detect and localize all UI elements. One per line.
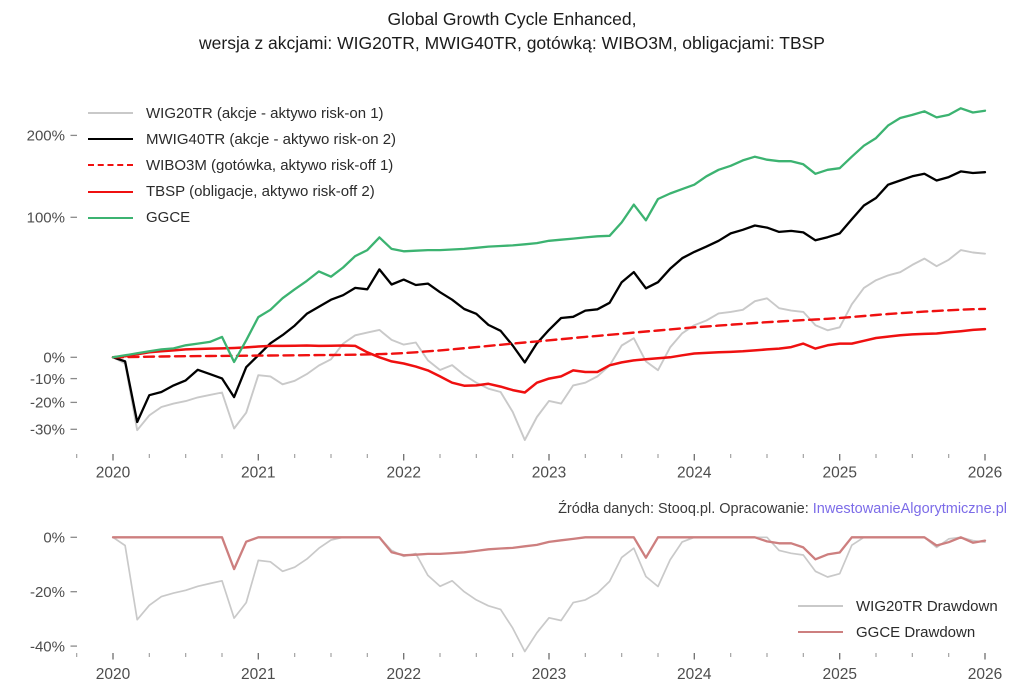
attribution-prefix: Źródła danych: Stooq.pl. Opracowanie: [558,501,813,517]
legend-label-ggce-dd: GGCE Drawdown [856,623,976,641]
legend-item-wibo3m: WIBO3M (gotówka, aktywo risk-off 1) [88,152,396,178]
x-tick-label: 2021 [241,465,275,482]
main-chart-legend: WIG20TR (akcje - aktywo risk-on 1) MWIG40… [88,100,396,231]
legend-item-mwig40tr: MWIG40TR (akcje - aktywo risk-on 2) [88,126,396,152]
y-tick-label: 200% [27,128,65,145]
y-tick-label: -20% [30,395,65,412]
y-tick-label: -40% [30,638,65,655]
legend-line-sample-wig20tr-dd [798,605,843,608]
legend-item-wig20tr: WIG20TR (akcje - aktywo risk-on 1) [88,100,396,126]
series-line-wig20tr [112,249,986,441]
legend-line-sample-tbsp [88,190,133,193]
series-line-tbsp [111,327,987,394]
series-line-wig20tr-dd [112,536,986,653]
x-tick-label: 2025 [822,465,856,482]
legend-label-wig20tr-dd: WIG20TR Drawdown [856,597,998,615]
legend-item-ggce: GGCE [88,205,396,231]
series-line-ggce-dd [111,536,987,571]
y-tick-label: -20% [30,584,65,601]
y-tick-label: -10% [30,371,65,388]
legend-line-sample-mwig40tr [88,138,133,141]
x-tick-label: 2021 [241,666,275,683]
legend-label-ggce: GGCE [146,209,191,227]
y-tick-label: 0% [43,350,65,367]
drawdown-chart-legend: WIG20TR Drawdown GGCE Drawdown [798,593,998,645]
x-tick-label: 2024 [677,666,712,683]
x-tick-label: 2025 [822,666,856,683]
legend-line-sample-wig20tr [88,112,133,115]
x-tick-label: 2026 [968,666,1002,683]
y-tick-label: 0% [43,530,65,547]
y-tick-label: 100% [27,210,65,227]
legend-label-mwig40tr: MWIG40TR (akcje - aktywo risk-on 2) [146,130,397,148]
y-tick-label: -30% [30,422,65,439]
x-tick-label: 2026 [968,465,1002,482]
legend-line-sample-wibo3m [88,164,133,167]
x-tick-label: 2023 [532,465,566,482]
legend-line-sample-ggce-dd [798,631,843,634]
legend-item-ggce-dd: GGCE Drawdown [798,619,998,645]
legend-label-wig20tr: WIG20TR (akcje - aktywo risk-on 1) [146,104,384,122]
x-tick-label: 2022 [386,465,420,482]
x-tick-label: 2022 [386,666,420,683]
attribution-link: InwestowanieAlgorytmiczne.pl [812,501,1007,517]
chart-title-line2: wersja z akcjami: WIG20TR, MWIG40TR, got… [199,32,825,53]
x-tick-label: 2024 [677,465,712,482]
legend-item-tbsp: TBSP (obligacje, aktywo risk-off 2) [88,179,396,205]
legend-label-wibo3m: WIBO3M (gotówka, aktywo risk-off 1) [146,156,394,174]
x-tick-label: 2020 [96,666,131,683]
legend-line-sample-ggce [88,216,133,219]
attribution-text: Źródła danych: Stooq.pl. Opracowanie: In… [558,501,1007,517]
legend-label-tbsp: TBSP (obligacje, aktywo risk-off 2) [146,183,375,201]
x-tick-label: 2020 [96,465,131,482]
legend-item-wig20tr-dd: WIG20TR Drawdown [798,593,998,619]
chart-title: Global Growth Cycle Enhanced, wersja z a… [0,8,1024,55]
x-tick-label: 2023 [532,666,566,683]
series-line-ggce [111,107,987,364]
chart-title-line1: Global Growth Cycle Enhanced, [387,9,637,29]
series-line-wibo3m [111,307,987,359]
